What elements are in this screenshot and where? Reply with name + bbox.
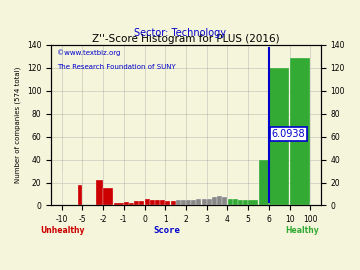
Bar — [160, 200, 165, 205]
Bar — [139, 201, 144, 205]
Bar — [269, 68, 289, 205]
Bar — [124, 202, 129, 205]
Bar — [150, 200, 155, 205]
Text: Healthy: Healthy — [285, 226, 319, 235]
Bar — [243, 200, 248, 205]
Bar — [217, 196, 222, 205]
Title: Z''-Score Histogram for PLUS (2016): Z''-Score Histogram for PLUS (2016) — [92, 34, 280, 44]
Text: Score: Score — [154, 226, 181, 235]
Bar — [207, 198, 212, 205]
Bar — [134, 201, 139, 205]
Y-axis label: Number of companies (574 total): Number of companies (574 total) — [15, 67, 22, 183]
Bar — [290, 59, 310, 205]
Bar — [155, 200, 160, 205]
Bar — [145, 198, 150, 205]
Bar — [233, 198, 238, 205]
Bar — [165, 201, 170, 205]
Bar — [248, 200, 258, 205]
Bar — [171, 201, 176, 205]
Bar — [114, 203, 124, 205]
Bar — [197, 198, 202, 205]
Bar — [103, 188, 113, 205]
Bar — [212, 197, 217, 205]
Text: The Research Foundation of SUNY: The Research Foundation of SUNY — [57, 64, 175, 70]
Text: Sector: Technology: Sector: Technology — [134, 28, 226, 38]
Bar — [202, 198, 207, 205]
Text: 6.0938: 6.0938 — [271, 129, 305, 139]
Bar — [238, 200, 243, 205]
Bar — [181, 200, 186, 205]
Bar — [191, 200, 196, 205]
Bar — [96, 180, 103, 205]
Bar — [78, 185, 82, 205]
Bar — [222, 197, 228, 205]
Text: ©www.textbiz.org: ©www.textbiz.org — [57, 49, 120, 56]
Bar — [259, 160, 269, 205]
Bar — [186, 200, 191, 205]
Bar — [129, 203, 134, 205]
Text: Unhealthy: Unhealthy — [40, 226, 84, 235]
Bar — [176, 200, 181, 205]
Bar — [228, 198, 233, 205]
